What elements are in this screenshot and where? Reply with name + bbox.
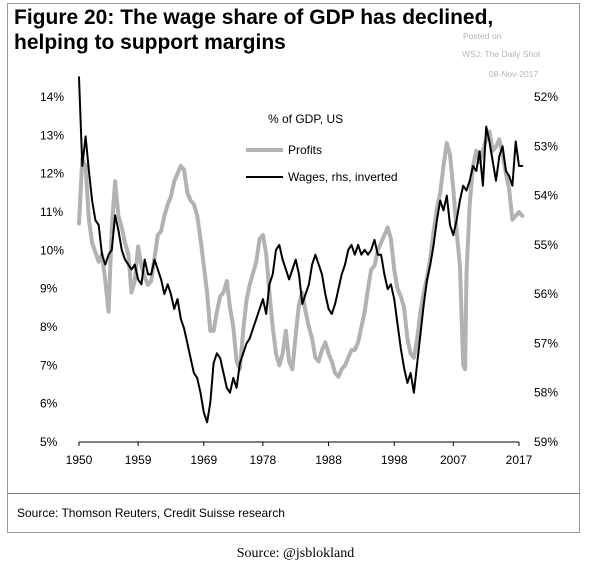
- y-left-tick-label: 6%: [40, 397, 58, 411]
- y-left-tick-label: 5%: [40, 435, 58, 449]
- x-tick-label: 2007: [440, 453, 467, 467]
- y-left-tick-label: 9%: [40, 282, 58, 296]
- watermark-date: 08-Nov-2017: [489, 69, 539, 79]
- x-tick-label: 1998: [381, 453, 408, 467]
- chart-legend: % of GDP, US Profits Wages, rhs, inverted: [246, 112, 398, 184]
- y-right-tick-label: 55%: [534, 238, 558, 252]
- y-left-tick-label: 11%: [40, 205, 63, 219]
- title-line-2: helping to support margins: [14, 31, 286, 54]
- chart-series: [77, 76, 525, 424]
- x-tick-label: 1978: [250, 453, 277, 467]
- series-line-wages: [78, 76, 524, 424]
- legend-label-wages: Wages, rhs, inverted: [288, 170, 398, 184]
- y-left-tick-label: 12%: [40, 167, 64, 181]
- x-tick-label: 1988: [315, 453, 342, 467]
- y-left-tick-label: 7%: [40, 358, 58, 372]
- chart-axes: 1950 1959 1969 1978 1988 1998 2007 2017 5% 6% 7% 8%…: [40, 90, 558, 467]
- y-left-tick-label: 10%: [40, 243, 64, 257]
- series-line-profits: [77, 129, 525, 379]
- source-note: Source: Thomson Reuters, Credit Suisse r…: [17, 506, 285, 520]
- y-left-tick-label: 8%: [40, 320, 58, 334]
- x-tick-label: 1959: [125, 453, 152, 467]
- x-tick-label: 1950: [66, 453, 93, 467]
- chart-title: Figure 20: The wage share of GDP has dec…: [14, 5, 493, 55]
- y-right-tick-label: 57%: [534, 336, 558, 350]
- y-right-tick-label: 56%: [534, 287, 558, 301]
- y-left-tick-label: 13%: [40, 128, 64, 142]
- chart-annotation: % of GDP, US: [268, 112, 343, 126]
- y-right-tick-label: 58%: [534, 386, 558, 400]
- x-tick-label: 1969: [190, 453, 217, 467]
- watermark-posted: Posted on: [463, 31, 502, 41]
- legend-label-profits: Profits: [288, 143, 322, 157]
- y-right-tick-label: 59%: [534, 435, 558, 449]
- title-line-1: Figure 20: The wage share of GDP has dec…: [14, 6, 494, 29]
- x-tick-label: 2017: [506, 453, 533, 467]
- y-right-tick-label: 54%: [534, 189, 558, 203]
- y-right-tick-label: 53%: [534, 139, 558, 153]
- image-caption: Source: @jsblokland: [236, 546, 355, 561]
- y-right-tick-label: 52%: [534, 90, 558, 104]
- source-divider: [7, 493, 580, 494]
- y-left-tick-label: 14%: [40, 90, 64, 104]
- watermark-source: WSJ: The Daily Shot: [462, 49, 541, 59]
